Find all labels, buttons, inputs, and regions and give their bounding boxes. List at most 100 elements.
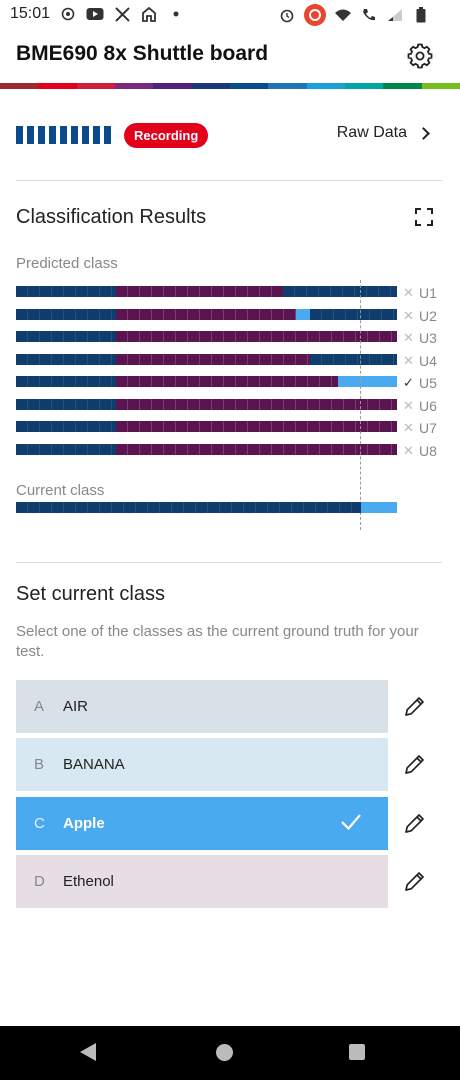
current-class-bar	[16, 502, 398, 513]
class-name: Apple	[63, 815, 105, 832]
predicted-row	[16, 286, 397, 297]
status-time: 15:01	[10, 5, 51, 22]
raw-data-label: Raw Data	[336, 124, 407, 141]
class-name: AIR	[63, 698, 89, 715]
back-icon[interactable]	[80, 1043, 96, 1061]
check-icon: ✓	[403, 375, 414, 391]
recording-icon	[304, 4, 326, 26]
predicted-class-legend: ✕ U1 ✕ U2 ✕ U3 ✕ U4 ✓ U5 ✕ U6 ✕ U7 ✕ U8	[403, 282, 453, 462]
level-bar	[104, 126, 111, 144]
set-class-description: Select one of the classes as the current…	[16, 623, 419, 660]
stripe-segment	[344, 83, 384, 89]
app-title: BME690 8x Shuttle board	[16, 42, 269, 65]
row-label-text: U4	[419, 352, 437, 369]
location-icon	[59, 5, 77, 23]
class-option-apple[interactable]: C Apple	[16, 797, 388, 850]
level-bar	[60, 126, 67, 144]
chevron-right-icon	[417, 126, 430, 140]
row-label-text: U2	[419, 307, 437, 324]
stripe-segment	[268, 83, 307, 89]
row-label: ✕ U1	[403, 282, 453, 305]
edit-pencil-icon[interactable]	[403, 869, 427, 893]
cross-icon: ✕	[403, 397, 414, 413]
home-icon[interactable]	[216, 1044, 233, 1061]
bar-segment	[16, 308, 117, 320]
bar-segment	[116, 421, 397, 432]
row-label: ✕ U4	[403, 350, 453, 373]
level-bar	[27, 126, 34, 144]
class-letter: D	[34, 873, 45, 890]
edit-pencil-icon[interactable]	[403, 811, 427, 835]
class-name: BANANA	[63, 756, 125, 773]
predicted-row	[16, 376, 397, 387]
row-label-text: U8	[419, 442, 437, 459]
notification-dot-icon	[167, 5, 185, 23]
call-icon	[360, 6, 378, 24]
bar-segment	[116, 286, 284, 297]
bar-segment	[116, 376, 339, 387]
alarm-icon	[278, 6, 296, 24]
bar-segment	[116, 331, 397, 342]
signal-icon	[386, 6, 404, 24]
stripe-segment	[114, 83, 154, 89]
status-bar: 15:01	[0, 0, 460, 28]
bar-segment	[116, 308, 297, 320]
recording-badge: Recording	[124, 123, 209, 148]
predicted-row	[16, 443, 397, 455]
recents-icon[interactable]	[349, 1044, 365, 1060]
bar-segment	[282, 286, 397, 297]
stripe-segment	[38, 83, 77, 89]
bar-segment	[16, 286, 117, 297]
row-label: ✕ U3	[403, 327, 453, 350]
bar-segment	[16, 502, 362, 513]
cross-icon: ✕	[403, 352, 414, 368]
set-class-title: Set current class	[16, 583, 165, 605]
row-label: ✕ U2	[403, 305, 453, 328]
edit-pencil-icon[interactable]	[403, 752, 427, 776]
stripe-segment	[421, 83, 460, 89]
youtube-icon	[86, 5, 104, 23]
check-icon	[341, 814, 361, 831]
row-label: ✕ U6	[403, 395, 453, 418]
level-bar	[71, 126, 78, 144]
current-position-marker	[360, 280, 362, 530]
bar-segment	[296, 308, 311, 320]
level-bar	[49, 126, 56, 144]
stripe-segment	[0, 83, 39, 89]
bar-segment	[16, 421, 117, 432]
row-label: ✕ U8	[403, 440, 453, 463]
class-letter: B	[34, 756, 45, 773]
predicted-class-chart	[16, 286, 397, 466]
row-label: ✓ U5	[403, 372, 453, 395]
classification-title: Classification Results	[16, 206, 207, 228]
edit-pencil-icon[interactable]	[403, 694, 427, 718]
stripe-segment	[383, 83, 422, 89]
predicted-class-label: Predicted class	[16, 255, 118, 272]
row-label: ✕ U7	[403, 417, 453, 440]
current-class-label: Current class	[16, 482, 105, 499]
row-label-text: U3	[419, 330, 437, 347]
battery-icon	[412, 6, 430, 24]
class-option-air[interactable]: A AIR	[16, 680, 388, 733]
row-label-text: U6	[419, 397, 437, 414]
predicted-row	[16, 308, 397, 320]
raw-data-link[interactable]: Raw Data	[336, 124, 430, 142]
bar-segment	[361, 502, 398, 513]
class-option-ethenol[interactable]: D Ethenol	[16, 855, 388, 908]
predicted-row	[16, 421, 397, 432]
cross-icon: ✕	[403, 307, 414, 323]
bar-segment	[16, 376, 117, 387]
row-label-text: U1	[419, 285, 437, 302]
bar-segment	[16, 443, 117, 455]
level-bar	[93, 126, 100, 144]
stripe-segment	[191, 83, 230, 89]
stripe-segment	[306, 83, 345, 89]
fullscreen-icon[interactable]	[415, 208, 433, 226]
home-app-icon	[140, 5, 158, 23]
gear-icon[interactable]	[406, 42, 434, 70]
divider	[16, 562, 442, 563]
stripe-segment	[76, 83, 115, 89]
predicted-row	[16, 331, 397, 342]
class-option-banana[interactable]: B BANANA	[16, 738, 388, 791]
bar-segment	[338, 376, 397, 387]
